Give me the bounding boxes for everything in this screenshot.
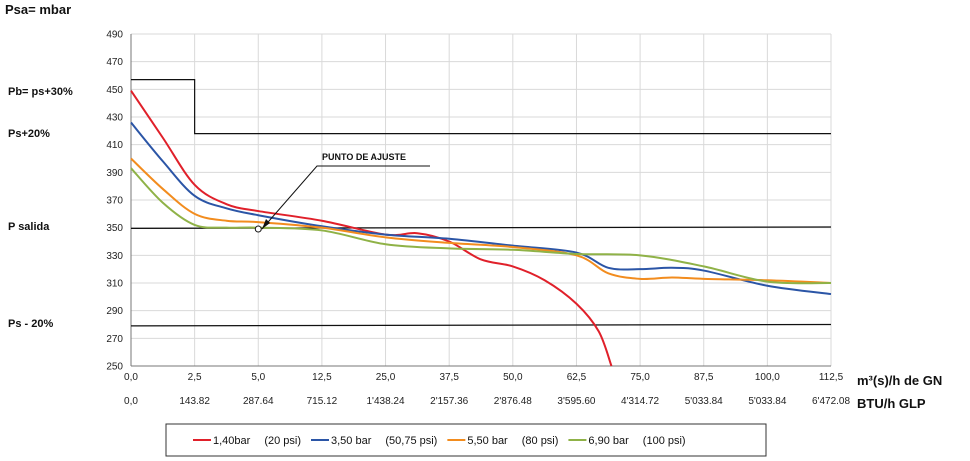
y-tick-label: 470 [106, 57, 123, 68]
x-tick-label-glp: 287.64 [243, 396, 274, 407]
x-tick-label-glp: 0,0 [124, 396, 138, 407]
y-tick-label: 250 [106, 362, 123, 373]
legend-series-name: 5,50 bar [467, 435, 508, 447]
ref-label-ps-plus: Ps+20% [8, 128, 50, 140]
legend-series-psi: (100 psi) [643, 435, 686, 447]
y-tick-label: 330 [106, 251, 123, 262]
series-lines [130, 90, 832, 367]
y-tick-label: 290 [106, 306, 123, 317]
ref-line-pb [131, 79, 831, 135]
x-tick-label-glp: 6'472.08 [812, 396, 850, 407]
annotation-text: PUNTO DE AJUSTE [322, 152, 406, 162]
x-tick-label-gn: 75,0 [630, 372, 650, 383]
series-line [130, 157, 832, 284]
series-line [130, 90, 613, 367]
x-tick-label-gn: 5,0 [251, 372, 265, 383]
legend-box [165, 423, 767, 457]
legend-series-name: 3,50 bar [331, 435, 372, 447]
x-tick-label-gn: 37,5 [439, 372, 459, 383]
x-tick-label-glp: 715.12 [307, 396, 338, 407]
x-tick-label-glp: 1'438.24 [367, 396, 405, 407]
grid [130, 33, 832, 367]
adjust-point [254, 225, 262, 233]
x-tick-label-gn: 62,5 [567, 372, 587, 383]
x-tick-label-gn: 25,0 [376, 372, 396, 383]
y-tick-label: 490 [106, 30, 123, 41]
x-tick-label-gn: 0,0 [124, 372, 138, 383]
series-line [130, 167, 832, 285]
x-tick-labels: 0,0 2,5 5,0 12,5 25,0 37,5 50,0 62,5 75,0 87,5 100… [124, 372, 850, 407]
y-tick-label: 390 [106, 168, 123, 179]
series-line [130, 121, 832, 296]
y-tick-labels: 250 270 290 310 330 350 370 390 410 430 450 470 490 [106, 30, 123, 373]
x-tick-label-glp: 2'876.48 [494, 396, 532, 407]
x-tick-label-gn: 12,5 [312, 372, 332, 383]
x-tick-label-glp: 2'157.36 [430, 396, 468, 407]
legend-series-psi: (50,75 psi) [385, 435, 437, 447]
y-axis-title: Psa= mbar [5, 2, 71, 17]
x-tick-label-gn: 112,5 [819, 372, 844, 383]
y-tick-label: 310 [106, 279, 123, 290]
legend-series-name: 1,40bar [213, 435, 251, 447]
legend-series-psi: (80 psi) [522, 435, 559, 447]
x-axis-title-glp: BTU/h GLP [857, 396, 926, 411]
x-tick-label-gn: 87,5 [694, 372, 714, 383]
y-tick-label: 410 [106, 140, 123, 151]
y-tick-label: 450 [106, 85, 123, 96]
ref-label-p-salida: P salida [8, 221, 50, 233]
annotation-leader [261, 165, 430, 230]
y-tick-label: 430 [106, 113, 123, 124]
x-tick-label-gn: 50,0 [503, 372, 523, 383]
y-tick-label: 270 [106, 334, 123, 345]
x-tick-label-glp: 3'595.60 [557, 396, 595, 407]
x-tick-label-glp: 4'314.72 [621, 396, 659, 407]
legend-items: 1,40bar (20 psi) 3,50 bar (50,75 psi) 5,50 b… [193, 435, 686, 447]
y-tick-label: 350 [106, 223, 123, 234]
legend-series-name: 6,90 bar [588, 435, 629, 447]
legend-series-psi: (20 psi) [264, 435, 301, 447]
x-tick-label-glp: 5'033.84 [685, 396, 723, 407]
ref-label-ps-minus: Ps - 20% [8, 318, 53, 330]
y-tick-label: 370 [106, 196, 123, 207]
x-tick-label-glp: 5'033.84 [748, 396, 786, 407]
ref-line-ps-minus [130, 323, 832, 327]
x-tick-label-gn: 100,0 [755, 372, 780, 383]
x-tick-label-gn: 2,5 [188, 372, 202, 383]
legend: 1,40bar (20 psi) 3,50 bar (50,75 psi) 5,50 b… [165, 423, 767, 457]
x-axis-title-gn: m³(s)/h de GN [857, 373, 942, 388]
annotation-arrowhead [262, 219, 270, 229]
annotation: PUNTO DE AJUSTE [261, 152, 430, 230]
x-tick-label-glp: 143.82 [179, 396, 210, 407]
adjust-point-marker [254, 225, 262, 233]
ref-label-pb: Pb= ps+30% [8, 86, 73, 98]
